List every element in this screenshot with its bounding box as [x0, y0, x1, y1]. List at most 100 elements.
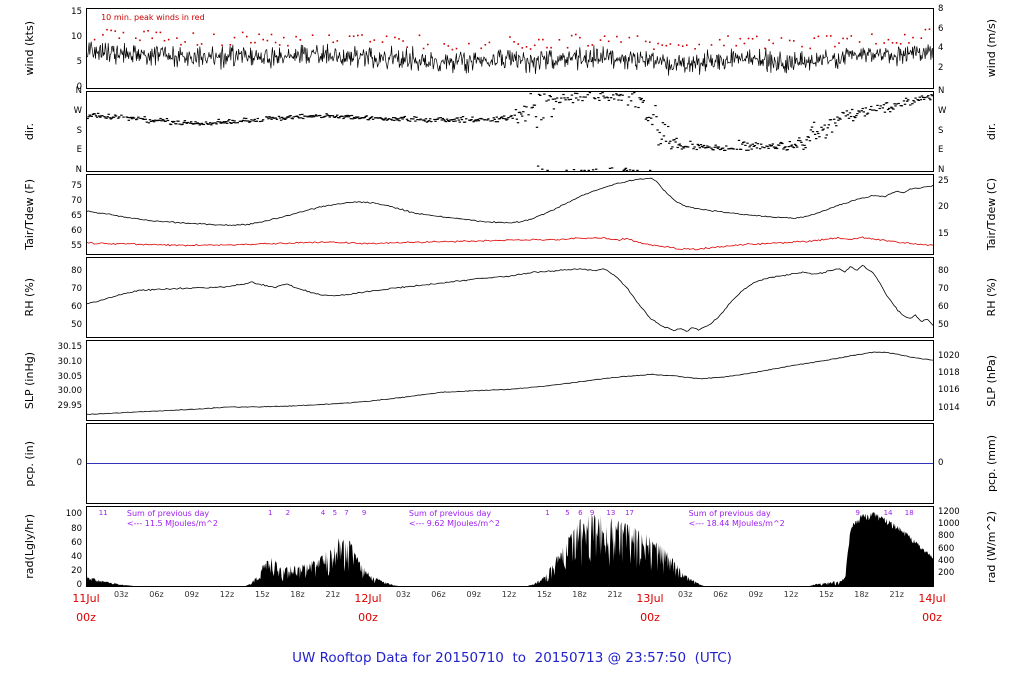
panel-wind: wind (kts) 0 5 10 15 10 min. peak winds in re… — [20, 4, 1000, 91]
tick-label: 1200 — [938, 507, 960, 518]
tick-label: 60 — [71, 537, 82, 548]
tick-label: 800 — [938, 531, 955, 542]
radiation-hour-label: 2 — [286, 509, 290, 517]
radiation-hour-label: 14 — [884, 509, 893, 517]
tick-label: 60 — [938, 302, 949, 313]
time-tick-label: 09z — [748, 590, 763, 599]
tick-label: E — [938, 145, 944, 156]
tick-label: 30.05 — [57, 371, 82, 382]
tick-label: 15 — [71, 7, 82, 17]
radiation-sum-value: <--- 11.5 MJoules/m^2 — [127, 519, 218, 528]
day-label-date: 14Jul — [918, 592, 946, 605]
tick-label: 30.10 — [57, 356, 82, 367]
tick-label: 30.00 — [57, 386, 82, 397]
tick-label: 70 — [71, 284, 82, 295]
tick-label: 200 — [938, 567, 955, 578]
tick-label: 75 — [71, 181, 82, 192]
radiation-hour-label: 13 — [606, 509, 615, 517]
tick-label: N — [938, 86, 945, 96]
radiation-hour-label: 9 — [856, 509, 860, 517]
axis-label-text: dir. — [22, 122, 36, 141]
tick-label: E — [76, 145, 82, 156]
rh-chart — [87, 264, 933, 332]
tick-label: 600 — [938, 543, 955, 554]
axis-label-text: pcp. (in) — [22, 440, 36, 487]
rh-plot — [86, 257, 934, 338]
dir-chart — [87, 92, 933, 171]
radiation-hour-label: 11 — [99, 509, 108, 517]
time-tick-label: 03z — [114, 590, 129, 599]
temp-plot — [86, 174, 934, 255]
tick-label: 8 — [938, 4, 944, 15]
tick-label: W — [938, 105, 947, 116]
radiation-hour-label: 5 — [565, 509, 569, 517]
tick-label: 10 — [71, 32, 82, 42]
time-tick-label: 03z — [678, 590, 693, 599]
axis-label-text: wind (m/s) — [984, 19, 998, 78]
tick-label: 40 — [71, 551, 82, 562]
time-tick-label: 12z — [501, 590, 517, 599]
tick-label: 0 — [76, 580, 82, 590]
meteogram-panels: wind (kts) 0 5 10 15 10 min. peak winds in re… — [20, 4, 1000, 590]
dir-left-axis-label: dir. — [20, 91, 38, 172]
slp-plot — [86, 340, 934, 421]
time-tick-label: 15z — [255, 590, 270, 599]
dir-right-axis-label: dir. — [982, 91, 1000, 172]
slp-left-axis-label: SLP (inHg) — [20, 340, 38, 421]
tick-label: 15 — [938, 228, 949, 239]
time-tick-label: 18z — [290, 590, 305, 599]
tick-label: 6 — [938, 23, 944, 34]
tick-label: 65 — [71, 211, 82, 221]
day-label-hour: 00z — [76, 610, 96, 624]
tick-label: S — [76, 125, 82, 136]
wind-plot: 10 min. peak winds in red — [86, 8, 934, 89]
axis-label-text: dir. — [984, 122, 998, 141]
radiation-sum-value: <--- 9.62 MJoules/m^2 — [409, 519, 500, 528]
pcp-left-ticks: 0 — [38, 423, 86, 504]
time-tick-label: 12z — [783, 590, 799, 599]
radiation-hour-label: 7 — [344, 509, 348, 517]
radiation-hour-label: 9 — [362, 509, 366, 517]
tick-label: 2 — [938, 62, 944, 73]
day-label-date: 11Jul — [72, 592, 100, 605]
time-tick-label: 09z — [184, 590, 199, 599]
time-tick-label: 18z — [854, 590, 869, 599]
rad-left-ticks: 0 20 40 60 80 100 — [38, 506, 86, 590]
time-tick-label: 21z — [889, 590, 904, 599]
rad-right-axis-label: rad (W/m^2) — [982, 506, 1000, 587]
time-tick-label: 06z — [149, 590, 164, 599]
day-label: 14Jul 00z — [918, 590, 945, 627]
tick-label: S — [938, 125, 944, 136]
tick-label: 0 — [76, 457, 82, 468]
tick-label: 20 — [71, 565, 82, 576]
time-tick-label: 18z — [572, 590, 587, 599]
slp-right-ticks: 1014 1016 1018 1020 — [934, 340, 982, 421]
dir-plot — [86, 91, 934, 172]
wind-left-ticks: 0 5 10 15 — [38, 7, 86, 91]
radiation-hour-label: 18 — [905, 509, 914, 517]
wind-chart: 10 min. peak winds in red — [87, 13, 933, 76]
time-tick-label: 12z — [219, 590, 235, 599]
tick-label: 70 — [71, 196, 82, 207]
radiation-sum-note: Sum of previous day — [409, 509, 491, 518]
radiation-hour-label: 1 — [268, 509, 272, 517]
panel-slp: SLP (inHg) 29.95 30.00 30.05 30.10 30.15 1014 1… — [20, 340, 1000, 421]
wind-left-axis-label: wind (kts) — [20, 8, 38, 89]
radiation-hour-label: 6 — [578, 509, 583, 517]
pcp-plot — [86, 423, 934, 504]
time-tick-label: 15z — [537, 590, 552, 599]
day-label-hour: 00z — [922, 610, 942, 624]
rh-right-ticks: 50 60 70 80 — [934, 257, 982, 338]
day-label-hour: 00z — [358, 610, 378, 624]
wind-right-ticks: 2 4 6 8 — [934, 4, 982, 89]
radiation-sum-value: <--- 18.44 MJoules/m^2 — [689, 519, 785, 528]
tick-label: 1018 — [938, 368, 960, 379]
temp-right-ticks: 15 20 25 — [934, 174, 982, 255]
day-label: 11Jul 00z — [72, 590, 99, 627]
tick-label: 70 — [938, 284, 949, 295]
rh-left-axis-label: RH (%) — [20, 257, 38, 338]
